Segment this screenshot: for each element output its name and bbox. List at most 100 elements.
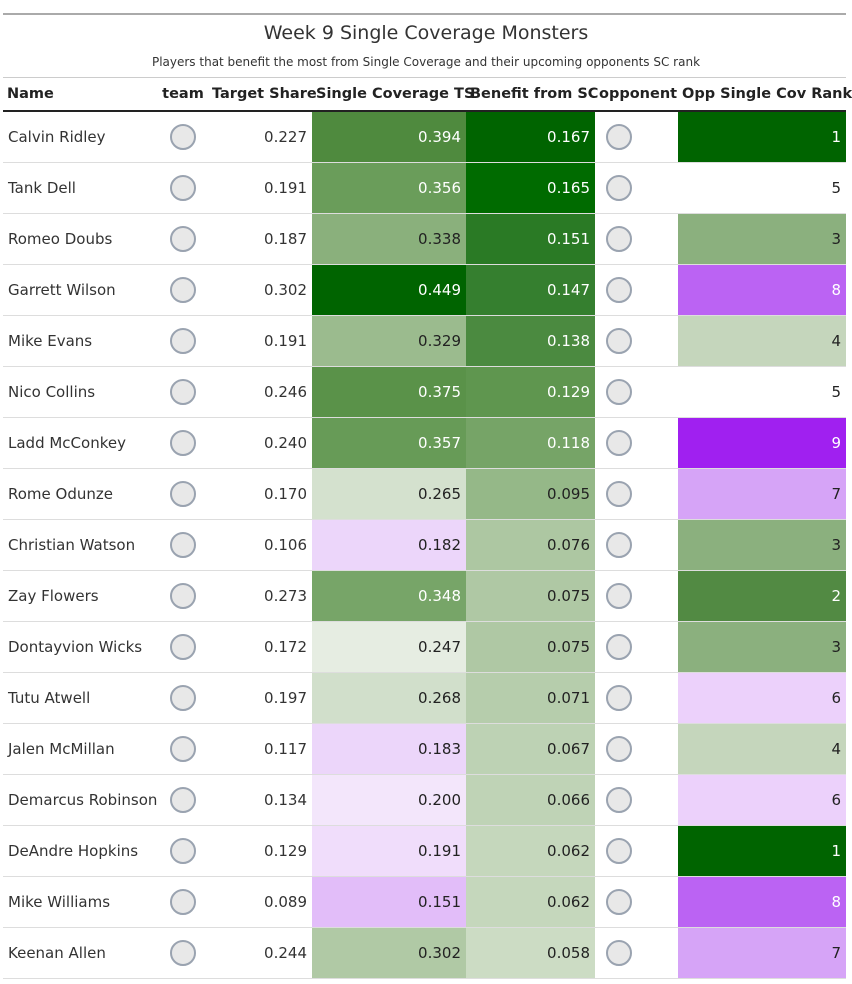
table-cell: 0.089: [208, 876, 312, 928]
table-cell: 0.117: [208, 723, 312, 775]
table-row: Jalen McMillan 0.117 0.183 0.067 4: [3, 723, 846, 775]
table-cell: 0.147: [466, 264, 595, 316]
team-logo: [170, 481, 196, 507]
table-cell: 0.129: [208, 825, 312, 877]
table-cell: 3: [678, 621, 846, 673]
column-header: Target Share: [208, 77, 317, 112]
team-cell: [158, 519, 208, 571]
opponent-logo: [606, 430, 632, 456]
opponent-cell: [595, 774, 678, 826]
table: Name team Target Share Single Coverage TS Be…: [3, 77, 852, 979]
opponent-logo: [606, 328, 632, 354]
table-cell: 0.246: [208, 366, 312, 418]
opponent-cell: [595, 723, 678, 775]
table-cell: 0.302: [208, 264, 312, 316]
table-cell: 0.183: [312, 723, 466, 775]
table-cell: 5: [678, 162, 846, 214]
table-cell: 0.338: [312, 213, 466, 265]
table-cell: 6: [678, 774, 846, 826]
table-cell: Demarcus Robinson: [3, 774, 158, 826]
table-cell: 4: [678, 723, 846, 775]
table-cell: 0.356: [312, 162, 466, 214]
table-cell: Rome Odunze: [3, 468, 158, 520]
team-cell: [158, 927, 208, 979]
table-cell: 0.191: [208, 162, 312, 214]
team-cell: [158, 366, 208, 418]
table-cell: 0.265: [312, 468, 466, 520]
table-row: Zay Flowers 0.273 0.348 0.075 2: [3, 570, 846, 622]
table-cell: 0.187: [208, 213, 312, 265]
opponent-cell: [595, 366, 678, 418]
table-cell: 3: [678, 213, 846, 265]
table-cell: 1: [678, 825, 846, 877]
team-cell: [158, 468, 208, 520]
column-header: Opp Single Cov Rank: [678, 77, 852, 112]
table-cell: Calvin Ridley: [3, 111, 158, 163]
table-cell: 0.172: [208, 621, 312, 673]
team-logo: [170, 583, 196, 609]
team-cell: [158, 417, 208, 469]
team-cell: [158, 723, 208, 775]
table-cell: 0.167: [466, 111, 595, 163]
opponent-logo: [606, 379, 632, 405]
team-cell: [158, 621, 208, 673]
table-cell: 8: [678, 876, 846, 928]
opponent-logo: [606, 175, 632, 201]
opponent-cell: [595, 927, 678, 979]
table-cell: Tutu Atwell: [3, 672, 158, 724]
table-cell: 0.191: [312, 825, 466, 877]
table-cell: 0.134: [208, 774, 312, 826]
table-cell: 0.062: [466, 825, 595, 877]
table-cell: Christian Watson: [3, 519, 158, 571]
column-header: opponent: [595, 77, 678, 112]
opponent-cell: [595, 315, 678, 367]
table-row: Romeo Doubs 0.187 0.338 0.151 3: [3, 213, 846, 265]
table-cell: Tank Dell: [3, 162, 158, 214]
opponent-logo: [606, 277, 632, 303]
opponent-logo: [606, 481, 632, 507]
table-cell: Zay Flowers: [3, 570, 158, 622]
table-cell: 0.151: [466, 213, 595, 265]
table-row: Nico Collins 0.246 0.375 0.129 5: [3, 366, 846, 418]
table-cell: 0.075: [466, 621, 595, 673]
team-logo: [170, 124, 196, 150]
table-cell: 0.244: [208, 927, 312, 979]
table-cell: 0.067: [466, 723, 595, 775]
table-cell: Keenan Allen: [3, 927, 158, 979]
table-cell: Nico Collins: [3, 366, 158, 418]
table-cell: 5: [678, 366, 846, 418]
table-cell: Ladd McConkey: [3, 417, 158, 469]
column-header: team: [158, 77, 208, 112]
opponent-cell: [595, 111, 678, 163]
opponent-logo: [606, 532, 632, 558]
table-row: Christian Watson 0.106 0.182 0.076 3: [3, 519, 846, 571]
table-cell: 1: [678, 111, 846, 163]
table-cell: 0.357: [312, 417, 466, 469]
table-cell: Romeo Doubs: [3, 213, 158, 265]
team-cell: [158, 264, 208, 316]
table-cell: 0.375: [312, 366, 466, 418]
table-cell: 0.227: [208, 111, 312, 163]
team-cell: [158, 570, 208, 622]
team-logo: [170, 226, 196, 252]
opponent-logo: [606, 838, 632, 864]
opponent-cell: [595, 162, 678, 214]
team-cell: [158, 672, 208, 724]
opponent-logo: [606, 124, 632, 150]
team-logo: [170, 430, 196, 456]
opponent-logo: [606, 226, 632, 252]
table-row: Rome Odunze 0.170 0.265 0.095 7: [3, 468, 846, 520]
table-cell: Dontayvion Wicks: [3, 621, 158, 673]
table-cell: 0.200: [312, 774, 466, 826]
table-row: Tutu Atwell 0.197 0.268 0.071 6: [3, 672, 846, 724]
opponent-logo: [606, 889, 632, 915]
table-cell: 0.240: [208, 417, 312, 469]
table-row: Demarcus Robinson 0.134 0.200 0.066 6: [3, 774, 846, 826]
table-cell: 0.302: [312, 927, 466, 979]
opponent-cell: [595, 672, 678, 724]
table-cell: 4: [678, 315, 846, 367]
table-cell: 0.129: [466, 366, 595, 418]
team-logo: [170, 685, 196, 711]
table-cell: Mike Evans: [3, 315, 158, 367]
team-logo: [170, 634, 196, 660]
